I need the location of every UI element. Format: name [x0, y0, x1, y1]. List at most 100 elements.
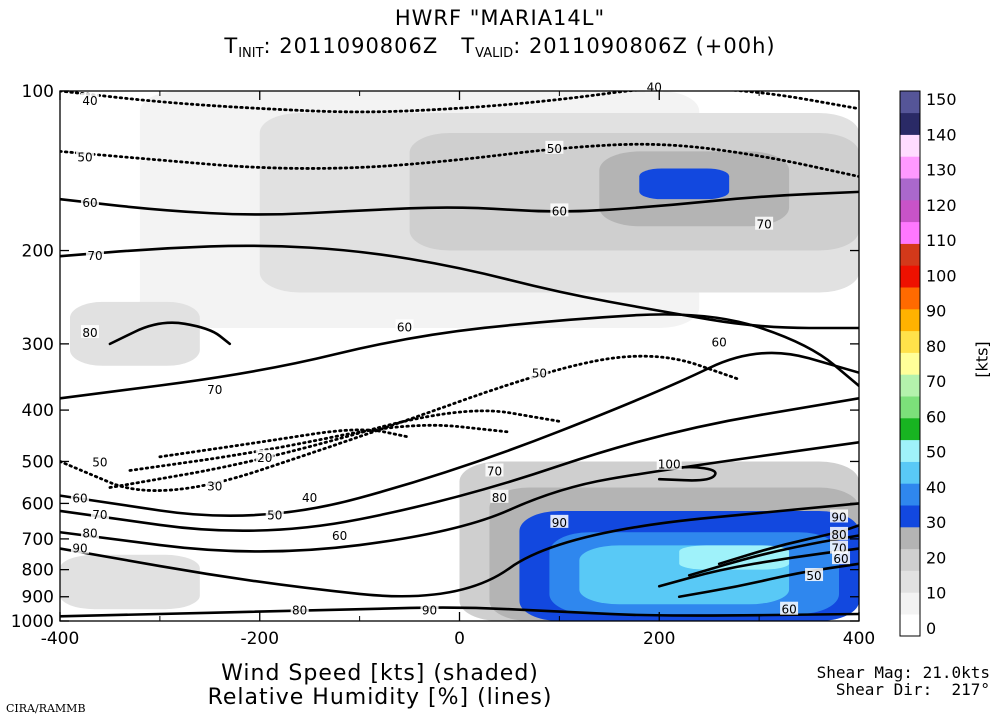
contour-label-32: 60	[833, 552, 848, 566]
x-tick-label-0: -400	[41, 629, 80, 649]
contour-label-33: 50	[806, 569, 821, 583]
contour-label-bg-19	[490, 489, 509, 503]
colorbar-tick-11: 110	[926, 231, 957, 250]
rh-contour-40-0	[60, 91, 859, 114]
shear-dir-label: Shear Dir:	[835, 680, 933, 699]
rh-contour-70-11	[60, 396, 859, 533]
contour-label-bg-11	[205, 382, 224, 396]
shear-mag-value: 21.0kts	[922, 663, 990, 682]
y-tick-label-7: 800	[22, 561, 54, 581]
contour-label-29: 90	[831, 510, 846, 524]
contour-label-10: 60	[712, 336, 727, 350]
contour-label-21: 50	[532, 367, 547, 381]
tvalid-symbol: T	[461, 34, 476, 58]
colorbar-segment-13	[900, 330, 920, 353]
colorbar-segment-7	[900, 461, 920, 484]
tvalid-subscript: VALID	[475, 46, 514, 61]
contour-label-bg-1	[645, 79, 664, 93]
contour-label-bg-4	[80, 195, 99, 209]
contour-label-20: 90	[552, 516, 567, 530]
contour-label-bg-33	[805, 568, 824, 582]
colorbar-segment-10	[900, 396, 920, 419]
rh-contour-80-18	[687, 534, 859, 577]
contour-label-0: 40	[82, 94, 97, 108]
contour-label-bg-18	[485, 463, 504, 477]
contour-label-bg-10	[710, 334, 729, 348]
chart-subtitle: TINIT: 2011090806Z TVALID: 2011090806Z (…	[0, 34, 1000, 61]
contour-label-bg-2	[75, 149, 94, 163]
contour-label-bg-22	[70, 490, 89, 504]
rh-contour-60-10	[60, 351, 859, 518]
x-axis-label-2: Relative Humidity [%] (lines)	[207, 685, 553, 710]
contour-label-22: 60	[72, 492, 87, 506]
rh-contour-30-7	[128, 423, 511, 472]
contour-label-26: 80	[292, 604, 307, 618]
x-axis-label: Wind Speed [kts] (shaded)	[221, 661, 539, 686]
x-tick-label-1: -200	[240, 629, 279, 649]
tinit-value: : 2011090806Z	[263, 34, 439, 58]
colorbar-segment-3	[900, 548, 920, 571]
colorbar-tick-14: 140	[926, 125, 957, 144]
contour-label-bg-20	[550, 514, 569, 528]
y-tick-label-2: 300	[22, 335, 54, 355]
contour-label-bg-34	[780, 601, 799, 615]
credit-label: CIRA/RAMMB	[6, 702, 86, 715]
shear-mag-label: Shear Mag:	[816, 663, 913, 682]
shear-dir-value: 217°	[951, 680, 990, 699]
y-tick-label-8: 900	[22, 588, 54, 608]
shear-magnitude: Shear Mag: 21.0kts	[760, 664, 990, 681]
colorbar-segment-2	[900, 570, 920, 593]
colorbar-segment-0	[900, 614, 920, 637]
shade-region-6	[60, 554, 200, 610]
shear-direction: Shear Dir: 217°	[760, 681, 990, 698]
colorbar: 0 10 20 30 40 50 60 70 80 90 100 110 120 130 140 150	[899, 90, 957, 638]
colorbar-segment-5	[900, 505, 920, 528]
shade-region-4	[639, 168, 730, 200]
contour-label-34: 60	[781, 603, 796, 617]
colorbar-segment-20	[900, 178, 920, 201]
contour-label-17: 60	[332, 529, 347, 543]
contour-label-bg-13	[255, 449, 274, 463]
axes: -400 -200 0 200 400 100 200 300 400 500 600 700 800 9…	[11, 82, 875, 649]
contour-label-16: 50	[267, 508, 282, 522]
rh-contour-70-5	[60, 313, 859, 400]
contour-label-bg-3	[545, 140, 564, 154]
contour-label-bg-28	[656, 456, 682, 470]
y-tick-label-4: 500	[22, 452, 54, 472]
colorbar-segment-11	[900, 374, 920, 397]
contour-label-18: 70	[487, 464, 502, 478]
rh-contour-70-3	[60, 244, 859, 330]
contour-label-bg-15	[300, 489, 319, 503]
contour-label-15: 40	[302, 491, 317, 505]
colorbar-segment-16	[900, 265, 920, 288]
colorbar-segment-1	[900, 592, 920, 615]
contour-label-bg-32	[832, 551, 851, 565]
contour-label-24: 80	[82, 527, 97, 541]
colorbar-segment-8	[900, 439, 920, 462]
contour-label-bg-23	[90, 506, 109, 520]
contour-label-bg-6	[85, 248, 104, 262]
colorbar-tick-0: 0	[926, 619, 936, 638]
shade-region-5	[69, 301, 200, 366]
colorbar-tick-10: 100	[926, 266, 957, 285]
contour-label-12: 50	[92, 455, 107, 469]
contour-label-bg-31	[830, 540, 849, 554]
rh-contour-40-8	[108, 409, 561, 489]
colorbar-segment-6	[900, 483, 920, 506]
contour-label-19: 80	[492, 491, 507, 505]
y-tick-label-3: 400	[22, 401, 54, 421]
colorbar-tick-8: 80	[926, 337, 946, 356]
contour-label-6: 70	[87, 249, 102, 263]
contour-label-25: 90	[72, 542, 87, 556]
contour-label-9: 60	[397, 320, 412, 334]
contour-label-13: 20	[257, 451, 272, 465]
contour-label-bg-7	[755, 216, 774, 230]
rh-contour-80-4	[108, 321, 232, 346]
rh-contour-90-14	[60, 606, 859, 618]
rh-contour-50-1	[60, 142, 859, 178]
contour-label-bg-0	[80, 93, 99, 107]
contour-label-11: 70	[207, 383, 222, 397]
contour-label-23: 70	[92, 508, 107, 522]
